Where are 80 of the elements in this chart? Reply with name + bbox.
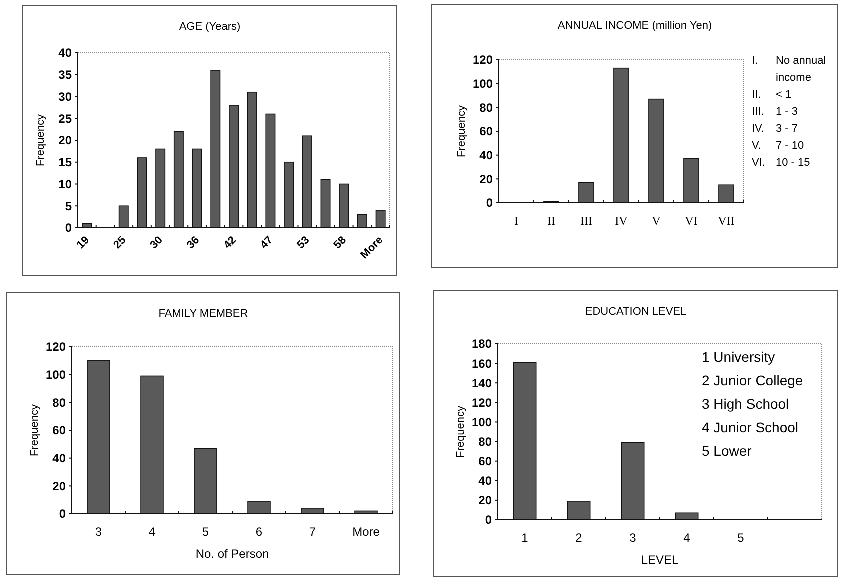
text: IV. 3 - 7	[752, 123, 798, 135]
x-tick-label: II	[548, 214, 556, 228]
y-tick-label: 0	[59, 507, 66, 522]
x-tick-label: 2	[576, 531, 583, 545]
x-tick-label: VII	[718, 214, 735, 228]
x-tick-label: 53	[295, 234, 312, 252]
y-tick-label: 140	[472, 376, 492, 390]
y-tick-label: 180	[472, 337, 492, 352]
annotation: 3 High School	[702, 396, 790, 412]
y-tick-label: 20	[480, 172, 494, 186]
x-tick-label: 25	[112, 234, 129, 252]
text: VI. 10 - 15	[752, 157, 810, 169]
y-tick-label: 35	[58, 68, 72, 82]
x-tick-label: 1	[522, 531, 529, 545]
y-tick-label: 0	[486, 196, 494, 210]
annotation: 2 Junior College	[702, 372, 804, 388]
y-tick-label: 40	[58, 46, 72, 60]
y-tick-label: 0	[485, 513, 492, 528]
chart-title: EDUCATION LEVEL	[585, 306, 687, 318]
y-tick-label: 60	[480, 124, 494, 139]
annotation: 4 Junior School	[702, 420, 799, 436]
x-tick-label: V	[652, 214, 662, 228]
x-tick-label: IV	[615, 214, 628, 228]
text: I. No annual income	[752, 55, 826, 84]
y-tick-label: 25	[58, 112, 72, 126]
y-tick-label: 120	[472, 53, 494, 68]
x-tick-label: 42	[222, 234, 239, 252]
y-tick-label: 5	[65, 199, 72, 214]
y-tick-label: 100	[46, 368, 66, 382]
x-tick-label: 4	[148, 525, 156, 539]
chart-title: AGE (Years)	[179, 21, 241, 33]
x-tick-label: VI	[685, 214, 698, 228]
y-tick-label: 100	[472, 77, 494, 92]
x-axis-title: No. of Person	[196, 547, 270, 561]
y-axis-title: Frequency	[456, 105, 468, 158]
y-axis-title: Frequency	[35, 114, 47, 166]
y-tick-label: 20	[52, 479, 66, 494]
y-tick-label: 80	[52, 396, 66, 410]
y-axis-title: Frequency	[29, 404, 41, 456]
y-tick-label: 60	[478, 454, 492, 469]
y-tick-label: 60	[52, 424, 66, 438]
text: III. 1 - 3	[752, 106, 798, 118]
y-tick-label: 0	[65, 221, 72, 236]
y-tick-label: 15	[58, 156, 72, 170]
y-tick-label: 30	[58, 90, 72, 104]
y-tick-label: 40	[480, 148, 494, 163]
x-tick-label: 3	[95, 525, 102, 539]
x-tick-label: 4	[684, 531, 691, 545]
y-tick-label: 40	[478, 474, 492, 488]
y-tick-label: 100	[472, 415, 492, 430]
text: II. < 1	[752, 89, 792, 101]
x-tick-label: I	[514, 214, 518, 228]
y-tick-label: 80	[478, 434, 492, 449]
chart-title: FAMILY MEMBER	[158, 308, 248, 320]
x-tick-label: 3	[630, 531, 637, 545]
chart-title: ANNUAL INCOME (million Yen)	[558, 20, 712, 32]
y-tick-label: 20	[478, 494, 492, 508]
y-tick-label: 120	[472, 396, 492, 410]
x-axis-title: LEVEL	[641, 553, 680, 567]
x-tick-label: III	[580, 214, 592, 228]
y-tick-label: 80	[480, 100, 494, 115]
annotation: 1 University	[702, 349, 776, 365]
x-tick-label: 30	[148, 234, 166, 252]
y-tick-label: 20	[58, 134, 72, 148]
y-tick-label: 40	[52, 452, 66, 466]
x-tick-label: 5	[202, 525, 210, 539]
y-tick-label: 120	[46, 340, 66, 354]
x-tick-label: More	[352, 525, 380, 539]
annotation: 5 Lower	[702, 443, 752, 459]
x-tick-label: 5	[738, 531, 745, 545]
x-tick-label: 19	[74, 234, 92, 252]
x-tick-label: 6	[256, 525, 263, 539]
text: V. 7 - 10	[752, 140, 804, 152]
x-tick-label: 7	[309, 525, 316, 539]
y-tick-label: 160	[472, 356, 492, 371]
y-axis-title: Frequency	[455, 406, 467, 458]
x-tick-label: 58	[332, 234, 349, 252]
x-tick-label: 47	[258, 234, 276, 252]
y-tick-label: 10	[58, 177, 72, 192]
x-tick-label: 36	[184, 234, 202, 252]
